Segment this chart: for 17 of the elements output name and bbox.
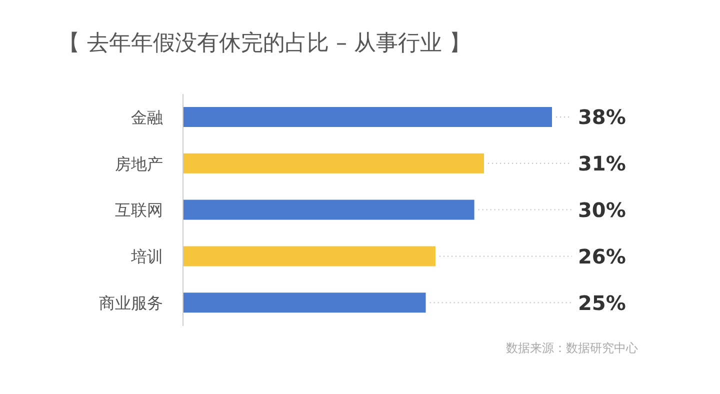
data-label: 38% — [578, 105, 626, 130]
y-tick-label: 互联网 — [115, 200, 163, 220]
bar — [183, 200, 474, 220]
data-label: 25% — [578, 290, 626, 315]
y-tick-label: 培训 — [130, 247, 163, 266]
bar — [183, 246, 436, 266]
bar — [183, 292, 426, 313]
source-note: 数据来源：数据研究中心 — [506, 340, 638, 357]
data-label: 26% — [578, 244, 626, 268]
y-tick-label: 金融 — [131, 108, 163, 127]
bar — [183, 107, 552, 127]
data-label: 30% — [578, 198, 626, 222]
y-tick-label: 房地产 — [115, 154, 163, 174]
data-label: 31% — [578, 152, 626, 176]
chart-title: 【 去年年假没有休完的占比 – 从事行业 】 — [58, 30, 471, 58]
y-tick-label: 商业服务 — [99, 293, 163, 312]
bar — [183, 153, 484, 174]
